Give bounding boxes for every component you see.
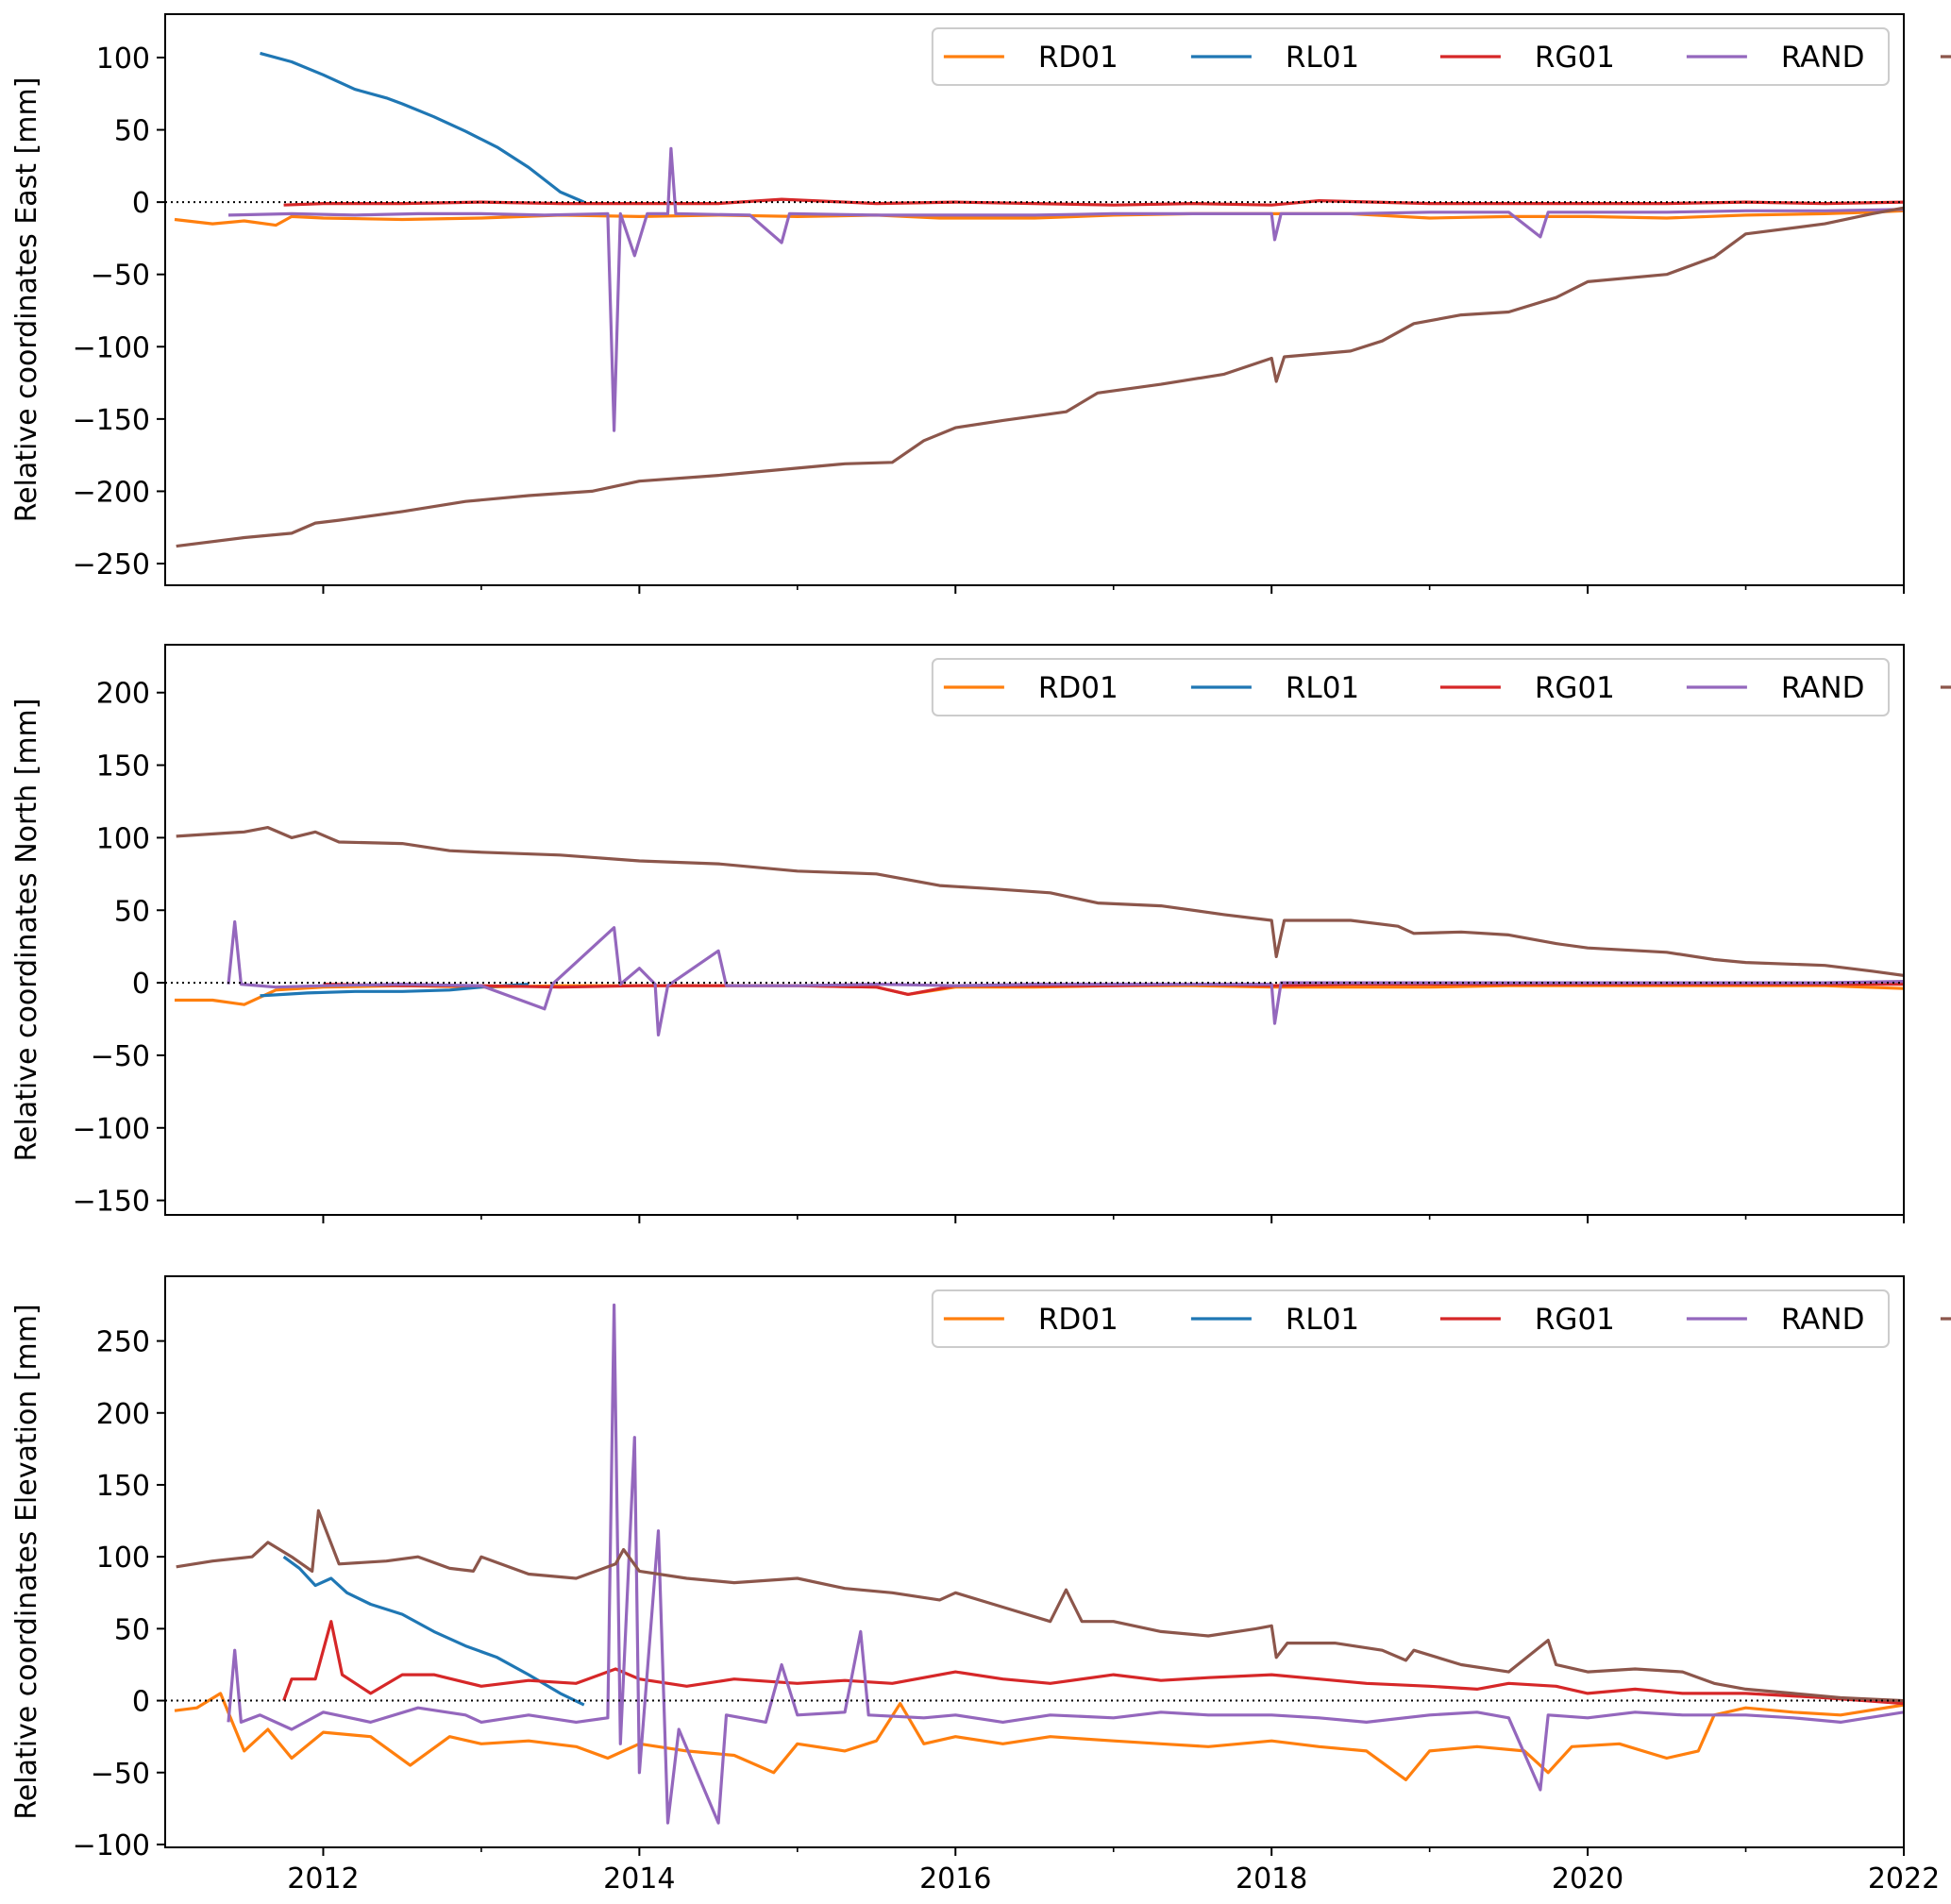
y-tick-label: −50 bbox=[91, 1040, 150, 1073]
y-tick-label: −100 bbox=[73, 331, 150, 364]
legend-label-rl01: RL01 bbox=[1286, 41, 1359, 75]
y-axis-label: Relative coordinates Elevation [mm] bbox=[10, 1304, 43, 1819]
axes-frame bbox=[164, 13, 1905, 586]
legend-label-rand: RAND bbox=[1781, 41, 1865, 75]
y-tick-label: 0 bbox=[132, 187, 150, 220]
y-tick-label: 0 bbox=[132, 968, 150, 1001]
y-axis-label: Relative coordinates North [mm] bbox=[10, 699, 43, 1162]
legend-label-rg01: RG01 bbox=[1535, 671, 1615, 705]
y-tick-label: −100 bbox=[73, 1829, 150, 1862]
plot-area bbox=[165, 826, 1904, 1036]
axes-frame bbox=[164, 1275, 1905, 1848]
series-line-rl01 bbox=[282, 1555, 585, 1707]
y-tick-label: −150 bbox=[73, 1186, 150, 1219]
legend-box bbox=[931, 658, 1890, 716]
legend-box bbox=[931, 27, 1890, 86]
y-tick-label: 150 bbox=[96, 1470, 150, 1503]
y-tick-label: 200 bbox=[96, 1398, 150, 1431]
series-line-rd01 bbox=[174, 209, 1904, 227]
plot-area bbox=[165, 51, 1904, 548]
series-line-rand bbox=[227, 146, 1904, 432]
legend-label-rand: RAND bbox=[1781, 1303, 1865, 1337]
x-tick-label: 2012 bbox=[287, 1862, 359, 1896]
y-tick-label: −150 bbox=[73, 404, 150, 437]
y-tick-label: 100 bbox=[96, 822, 150, 855]
legend-label-rl01: RL01 bbox=[1286, 671, 1359, 705]
legend-label-rg01: RG01 bbox=[1535, 41, 1615, 75]
y-axis-label: Relative coordinates East [mm] bbox=[10, 77, 43, 523]
y-tick-label: −250 bbox=[73, 548, 150, 581]
legend-label-rg01: RG01 bbox=[1535, 1303, 1615, 1337]
y-tick-label: −50 bbox=[91, 1758, 150, 1791]
series-line-hogr bbox=[176, 826, 1904, 977]
series-line-rd01 bbox=[174, 1692, 1904, 1781]
y-tick-label: 200 bbox=[96, 678, 150, 711]
y-tick-label: 150 bbox=[96, 750, 150, 784]
y-tick-label: 0 bbox=[132, 1686, 150, 1719]
y-tick-label: 250 bbox=[96, 1326, 150, 1359]
y-tick-label: 100 bbox=[96, 1542, 150, 1575]
x-tick-label: 2016 bbox=[919, 1862, 991, 1896]
series-line-rand bbox=[227, 1303, 1904, 1825]
series-line-rg01 bbox=[283, 197, 1904, 207]
series-line-rl01 bbox=[260, 51, 585, 204]
x-tick-label: 2014 bbox=[603, 1862, 675, 1896]
legend: RD01RL01RG01RANDHOGR bbox=[931, 1289, 1951, 1348]
series-line-hogr bbox=[176, 206, 1904, 548]
series-line-hogr bbox=[176, 1508, 1904, 1703]
y-tick-label: −100 bbox=[73, 1113, 150, 1146]
legend-label-rd01: RD01 bbox=[1038, 671, 1118, 705]
y-tick-label: −50 bbox=[91, 260, 150, 293]
x-tick-label: 2020 bbox=[1552, 1862, 1623, 1896]
panel-1: 100 50 0 −50 −100 −150 −200 −250 Relative coordi… bbox=[10, 13, 1951, 594]
series-line-rg01 bbox=[282, 1620, 1904, 1706]
plot-area bbox=[165, 1303, 1904, 1825]
legend: RD01RL01RG01RANDHOGR bbox=[931, 27, 1951, 86]
x-tick-label: 2022 bbox=[1868, 1862, 1940, 1896]
axes-frame bbox=[164, 644, 1905, 1216]
y-tick-label: −200 bbox=[73, 476, 150, 509]
legend-label-rd01: RD01 bbox=[1038, 41, 1118, 75]
panel-3: 250 200 150 100 50 0 −50 −100 2012 2014 2016 2018 20… bbox=[10, 1275, 1951, 1896]
y-tick-label: 50 bbox=[114, 895, 150, 928]
legend-label-rand: RAND bbox=[1781, 671, 1865, 705]
y-tick-label: 100 bbox=[96, 42, 150, 76]
panel-2: 200 150 100 50 0 −50 −100 −150 Relative coordina… bbox=[10, 644, 1951, 1223]
legend: RD01RL01RG01RANDHOGR bbox=[931, 658, 1951, 716]
y-tick-label: 50 bbox=[114, 115, 150, 148]
legend-label-rl01: RL01 bbox=[1286, 1303, 1359, 1337]
x-tick-label: 2018 bbox=[1236, 1862, 1307, 1896]
y-tick-label: 50 bbox=[114, 1613, 150, 1646]
legend-label-rd01: RD01 bbox=[1038, 1303, 1118, 1337]
legend-box bbox=[931, 1289, 1890, 1348]
